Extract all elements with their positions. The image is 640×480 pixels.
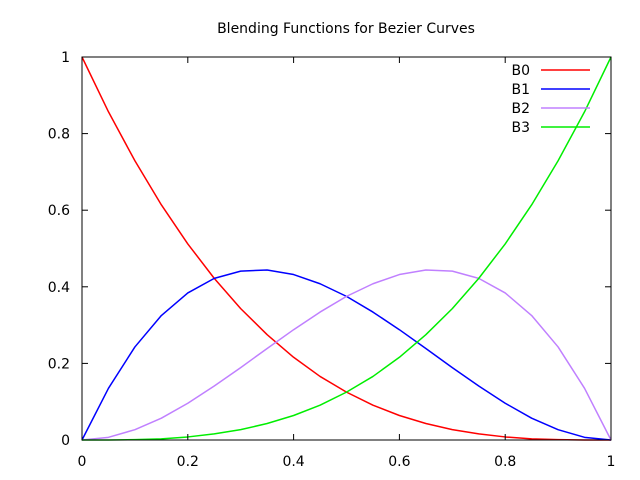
series-line-b0 xyxy=(81,56,612,441)
y-tick-label: 0.6 xyxy=(48,203,70,219)
x-tick-label: 0.8 xyxy=(494,454,516,470)
series-line-b1 xyxy=(81,269,612,441)
y-tick-label: 1 xyxy=(61,50,70,66)
chart-title: Blending Functions for Bezier Curves xyxy=(217,21,475,37)
y-tick-label: 0.2 xyxy=(48,356,70,372)
y-tick-label: 0 xyxy=(61,433,70,449)
legend-label-b2: B2 xyxy=(511,101,530,117)
legend: B0 B1 B2 B3 xyxy=(511,63,590,136)
x-tick-label: 0.2 xyxy=(177,454,199,470)
ticks-layer: 0 0.2 0.4 0.6 0.8 1 0 0.2 0.4 0.6 0.8 1 xyxy=(48,50,616,470)
y-tick-label: 0.8 xyxy=(48,127,70,143)
x-tick-label: 1 xyxy=(607,454,616,470)
legend-label-b0: B0 xyxy=(511,63,530,79)
x-tick-label: 0.6 xyxy=(388,454,410,470)
y-tick-label: 0.4 xyxy=(48,280,70,296)
legend-label-b1: B1 xyxy=(511,82,530,98)
legend-label-b3: B3 xyxy=(511,120,530,136)
x-tick-label: 0.4 xyxy=(282,454,304,470)
series-layer xyxy=(81,56,612,441)
series-line-b3 xyxy=(81,56,612,441)
plot-border xyxy=(81,56,612,441)
x-tick-label: 0 xyxy=(78,454,87,470)
series-line-b2 xyxy=(81,269,612,441)
